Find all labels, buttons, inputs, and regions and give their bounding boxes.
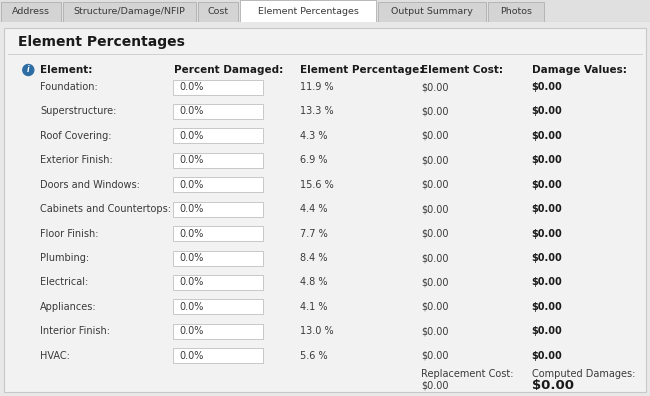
Text: Roof Covering:: Roof Covering: [40, 131, 112, 141]
Text: $0.00: $0.00 [532, 379, 574, 392]
Text: 7.7 %: 7.7 % [300, 228, 328, 239]
Text: $0.00: $0.00 [421, 253, 448, 263]
Text: 0.0%: 0.0% [179, 253, 203, 263]
FancyBboxPatch shape [173, 348, 263, 363]
Text: $0.00: $0.00 [421, 351, 448, 361]
Text: $0.00: $0.00 [421, 204, 448, 214]
Text: 5.6 %: 5.6 % [300, 351, 328, 361]
Text: Percent Damaged:: Percent Damaged: [174, 65, 283, 75]
Bar [378, 2, 486, 22]
Circle shape [23, 65, 34, 76]
FancyBboxPatch shape [173, 153, 263, 168]
Text: $0.00: $0.00 [532, 351, 562, 361]
Bar [240, 0, 376, 22]
Text: $0.00: $0.00 [421, 107, 448, 116]
Text: Element Percentages: Element Percentages [257, 6, 358, 15]
Text: Replacement Cost:: Replacement Cost: [421, 369, 514, 379]
Text: Appliances:: Appliances: [40, 302, 97, 312]
Text: 0.0%: 0.0% [179, 326, 203, 336]
Text: 8.4 %: 8.4 % [300, 253, 328, 263]
Bar [488, 2, 544, 22]
Text: Cabinets and Countertops:: Cabinets and Countertops: [40, 204, 172, 214]
Text: $0.00: $0.00 [421, 180, 448, 190]
Text: Element Percentage:: Element Percentage: [300, 65, 424, 75]
Text: $0.00: $0.00 [532, 180, 562, 190]
Text: 0.0%: 0.0% [179, 302, 203, 312]
Text: $0.00: $0.00 [421, 326, 448, 336]
Text: Address: Address [12, 6, 50, 15]
FancyBboxPatch shape [173, 177, 263, 192]
Text: $0.00: $0.00 [532, 131, 562, 141]
Text: 0.0%: 0.0% [179, 107, 203, 116]
Text: Cost: Cost [207, 6, 229, 15]
Text: Foundation:: Foundation: [40, 82, 98, 92]
Text: Exterior Finish:: Exterior Finish: [40, 155, 113, 165]
Text: i: i [27, 65, 30, 74]
Text: 15.6 %: 15.6 % [300, 180, 334, 190]
Text: HVAC:: HVAC: [40, 351, 70, 361]
Text: 6.9 %: 6.9 % [300, 155, 328, 165]
Text: $0.00: $0.00 [532, 253, 562, 263]
Text: 4.8 %: 4.8 % [300, 278, 328, 287]
Text: Interior Finish:: Interior Finish: [40, 326, 110, 336]
Text: $0.00: $0.00 [532, 107, 562, 116]
Text: 0.0%: 0.0% [179, 82, 203, 92]
Text: Plumbing:: Plumbing: [40, 253, 90, 263]
FancyBboxPatch shape [173, 275, 263, 290]
Text: $0.00: $0.00 [532, 155, 562, 165]
Text: 11.9 %: 11.9 % [300, 82, 334, 92]
Text: Floor Finish:: Floor Finish: [40, 228, 99, 239]
Text: 0.0%: 0.0% [179, 155, 203, 165]
Text: 4.1 %: 4.1 % [300, 302, 328, 312]
FancyBboxPatch shape [173, 80, 263, 95]
Text: Element:: Element: [40, 65, 93, 75]
Text: Element Percentages: Element Percentages [18, 35, 185, 49]
Text: 4.3 %: 4.3 % [300, 131, 328, 141]
FancyBboxPatch shape [173, 324, 263, 339]
Bar [198, 2, 238, 22]
Text: 0.0%: 0.0% [179, 278, 203, 287]
Text: Electrical:: Electrical: [40, 278, 88, 287]
Text: 0.0%: 0.0% [179, 180, 203, 190]
Text: Structure/Damage/NFIP: Structure/Damage/NFIP [73, 6, 185, 15]
Bar [240, 21, 375, 22]
FancyBboxPatch shape [173, 104, 263, 119]
Text: $0.00: $0.00 [421, 381, 448, 391]
Text: 0.0%: 0.0% [179, 131, 203, 141]
Bar [63, 2, 196, 22]
Text: Superstructure:: Superstructure: [40, 107, 117, 116]
Text: 13.0 %: 13.0 % [300, 326, 334, 336]
Text: $0.00: $0.00 [421, 228, 448, 239]
Text: $0.00: $0.00 [532, 302, 562, 312]
Text: Element Cost:: Element Cost: [421, 65, 503, 75]
FancyBboxPatch shape [173, 202, 263, 217]
Text: $0.00: $0.00 [421, 131, 448, 141]
Text: $0.00: $0.00 [532, 278, 562, 287]
Text: 0.0%: 0.0% [179, 204, 203, 214]
Text: $0.00: $0.00 [532, 326, 562, 336]
Text: Doors and Windows:: Doors and Windows: [40, 180, 140, 190]
FancyBboxPatch shape [173, 128, 263, 143]
Text: 4.4 %: 4.4 % [300, 204, 328, 214]
Bar [1, 2, 61, 22]
Text: $0.00: $0.00 [421, 82, 448, 92]
Text: 0.0%: 0.0% [179, 351, 203, 361]
Text: Photos: Photos [500, 6, 532, 15]
Text: 13.3 %: 13.3 % [300, 107, 334, 116]
Text: Output Summary: Output Summary [391, 6, 473, 15]
FancyBboxPatch shape [173, 299, 263, 314]
FancyBboxPatch shape [173, 251, 263, 266]
FancyBboxPatch shape [173, 226, 263, 241]
Text: $0.00: $0.00 [421, 155, 448, 165]
Text: 0.0%: 0.0% [179, 228, 203, 239]
Text: $0.00: $0.00 [421, 278, 448, 287]
Text: $0.00: $0.00 [532, 204, 562, 214]
Text: Damage Values:: Damage Values: [532, 65, 627, 75]
Text: $0.00: $0.00 [532, 82, 562, 92]
Text: Computed Damages:: Computed Damages: [532, 369, 635, 379]
Text: $0.00: $0.00 [532, 228, 562, 239]
Text: $0.00: $0.00 [421, 302, 448, 312]
